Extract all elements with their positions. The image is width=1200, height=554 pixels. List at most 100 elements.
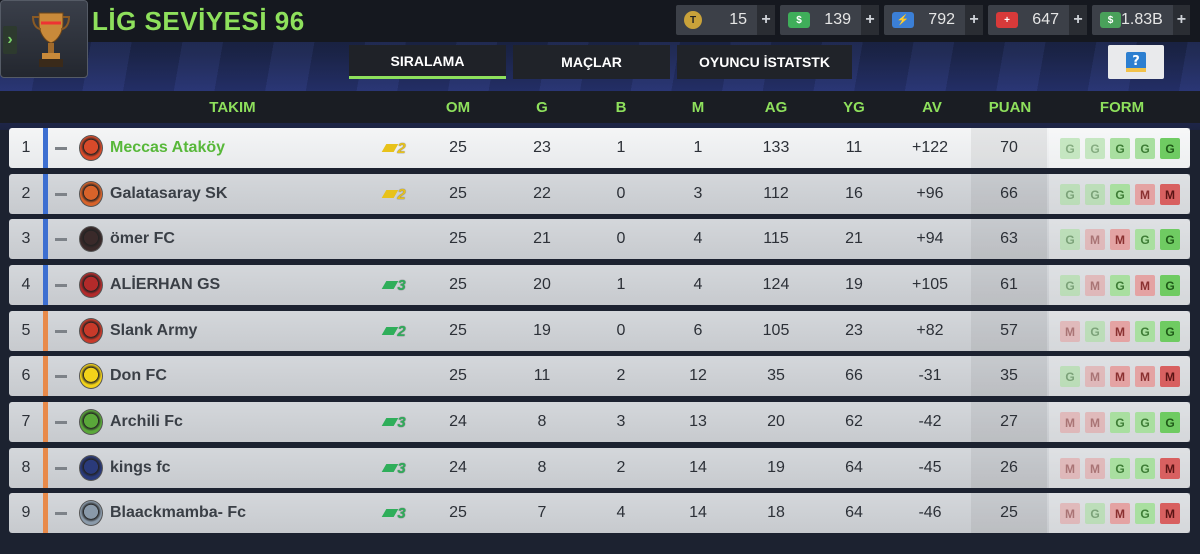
team-name[interactable]: Slank Army: [110, 322, 198, 339]
team-name[interactable]: ömer FC: [110, 230, 175, 247]
team-name[interactable]: Galatasaray SK: [110, 185, 228, 202]
form-result: G: [1110, 275, 1130, 296]
form-result: G: [1160, 321, 1180, 342]
col-m[interactable]: M: [691, 98, 705, 116]
form-result: M: [1110, 503, 1130, 524]
form-result: G: [1085, 321, 1105, 342]
form-result: G: [1135, 229, 1155, 250]
form-result: G: [1160, 138, 1180, 159]
form-result: M: [1085, 366, 1105, 387]
form-result: M: [1135, 184, 1155, 205]
form-result: M: [1060, 321, 1080, 342]
puan-cell-background: [971, 356, 1047, 396]
tab-oyuncu-istatistik[interactable]: OYUNCU İSTATSTK: [677, 45, 852, 79]
team-name[interactable]: Archili Fc: [110, 413, 183, 430]
team-crest-icon: [79, 318, 103, 344]
cell-av: +96: [916, 185, 944, 202]
table-row[interactable]: 9 Blaackmamba- Fc 3 25 7 4 14 18 64 -46 25 M G M G M: [9, 493, 1190, 533]
col-yg[interactable]: YG: [843, 98, 865, 116]
cell-m: 6: [693, 322, 703, 339]
league-trophy-button[interactable]: ›: [0, 0, 88, 78]
form-result: G: [1110, 412, 1130, 433]
position-unchanged-icon: [55, 330, 67, 333]
cell-puan: 57: [1000, 322, 1018, 339]
boost-badge-value: 3: [397, 504, 406, 522]
position-unchanged-icon: [55, 147, 67, 150]
help-button[interactable]: ?: [1108, 45, 1164, 79]
add-token-button[interactable]: +: [757, 5, 775, 35]
col-g[interactable]: G: [536, 98, 548, 116]
cell-g: 23: [533, 139, 551, 156]
form-result: M: [1160, 184, 1180, 205]
rank: 1: [21, 139, 31, 156]
rank: 2: [21, 185, 31, 202]
puan-cell-background: [971, 174, 1047, 214]
table-row[interactable]: 7 Archili Fc 3 24 8 3 13 20 62 -42 27 M M G G G: [9, 402, 1190, 442]
col-om[interactable]: OM: [445, 98, 471, 116]
form-result: M: [1085, 458, 1105, 479]
team-name[interactable]: Don FC: [110, 367, 167, 384]
form-result: M: [1135, 366, 1155, 387]
col-puan[interactable]: PUAN: [988, 98, 1032, 116]
expand-chevron-icon[interactable]: ›: [3, 26, 17, 54]
add-health-button[interactable]: +: [1069, 5, 1087, 35]
col-form[interactable]: FORM: [1099, 98, 1145, 116]
team-name[interactable]: Blaackmamba- Fc: [110, 504, 247, 521]
team-name[interactable]: ALİERHAN GS: [110, 276, 221, 293]
cell-b: 0: [616, 230, 626, 247]
rank: 9: [21, 504, 31, 521]
table-row[interactable]: 3 ömer FC 25 21 0 4 115 21 +94 63 G M M G G: [9, 219, 1190, 259]
rank: 3: [21, 230, 31, 247]
cell-yg: 64: [845, 459, 863, 476]
col-b[interactable]: B: [615, 98, 627, 116]
cell-g: 19: [533, 322, 551, 339]
boost-badge-icon: 2: [381, 184, 409, 204]
rank: 8: [21, 459, 31, 476]
col-ag[interactable]: AG: [764, 98, 788, 116]
form-result: G: [1085, 503, 1105, 524]
cell-puan: 26: [1000, 459, 1018, 476]
form-result: M: [1110, 321, 1130, 342]
form-result: G: [1135, 138, 1155, 159]
form-result: M: [1160, 458, 1180, 479]
table-row[interactable]: 8 kings fc 3 24 8 2 14 19 64 -45 26 M M G G M: [9, 448, 1190, 488]
zone-stripe: [43, 402, 48, 442]
table-row[interactable]: 2 Galatasaray SK 2 25 22 0 3 112 16 +96 66 G G G M M: [9, 174, 1190, 214]
cell-om: 25: [449, 322, 467, 339]
cell-b: 3: [616, 413, 626, 430]
add-energy-button[interactable]: +: [965, 5, 983, 35]
boost-badge-value: 3: [397, 276, 406, 294]
cell-om: 25: [449, 367, 467, 384]
add-cash-button[interactable]: +: [1172, 5, 1190, 35]
position-unchanged-icon: [55, 421, 67, 424]
form-result: G: [1135, 412, 1155, 433]
table-row[interactable]: 6 Don FC 25 11 2 12 35 66 -31 35 G M M M M: [9, 356, 1190, 396]
table-row[interactable]: 5 Slank Army 2 25 19 0 6 105 23 +82 57 M G M G G: [9, 311, 1190, 351]
team-name[interactable]: Meccas Ataköy: [110, 139, 226, 156]
col-takim[interactable]: TAKIM: [209, 98, 256, 116]
cell-m: 14: [689, 459, 707, 476]
cell-puan: 25: [1000, 504, 1018, 521]
form-result: G: [1160, 412, 1180, 433]
cell-m: 3: [693, 185, 703, 202]
cell-puan: 63: [1000, 230, 1018, 247]
team-name[interactable]: kings fc: [110, 459, 171, 476]
form-result: G: [1110, 184, 1130, 205]
cell-m: 12: [689, 367, 707, 384]
form-result: G: [1060, 229, 1080, 250]
form-result: M: [1060, 503, 1080, 524]
cell-av: -42: [918, 413, 942, 430]
cell-g: 22: [533, 185, 551, 202]
form-result: M: [1085, 412, 1105, 433]
cell-om: 25: [449, 276, 467, 293]
tab-siralama[interactable]: SIRALAMA: [349, 45, 506, 79]
col-av[interactable]: AV: [922, 98, 942, 116]
tab-maclar[interactable]: MAÇLAR: [513, 45, 670, 79]
table-row[interactable]: 4 ALİERHAN GS 3 25 20 1 4 124 19 +105 61 G M G M G: [9, 265, 1190, 305]
puan-cell-background: [971, 402, 1047, 442]
svg-text:?: ?: [1132, 54, 1140, 69]
cell-ag: 20: [767, 413, 785, 430]
cell-yg: 19: [845, 276, 863, 293]
table-row[interactable]: 1 Meccas Ataköy 2 25 23 1 1 133 11 +122 70 G G G G G: [9, 128, 1190, 168]
add-money-button[interactable]: +: [861, 5, 879, 35]
